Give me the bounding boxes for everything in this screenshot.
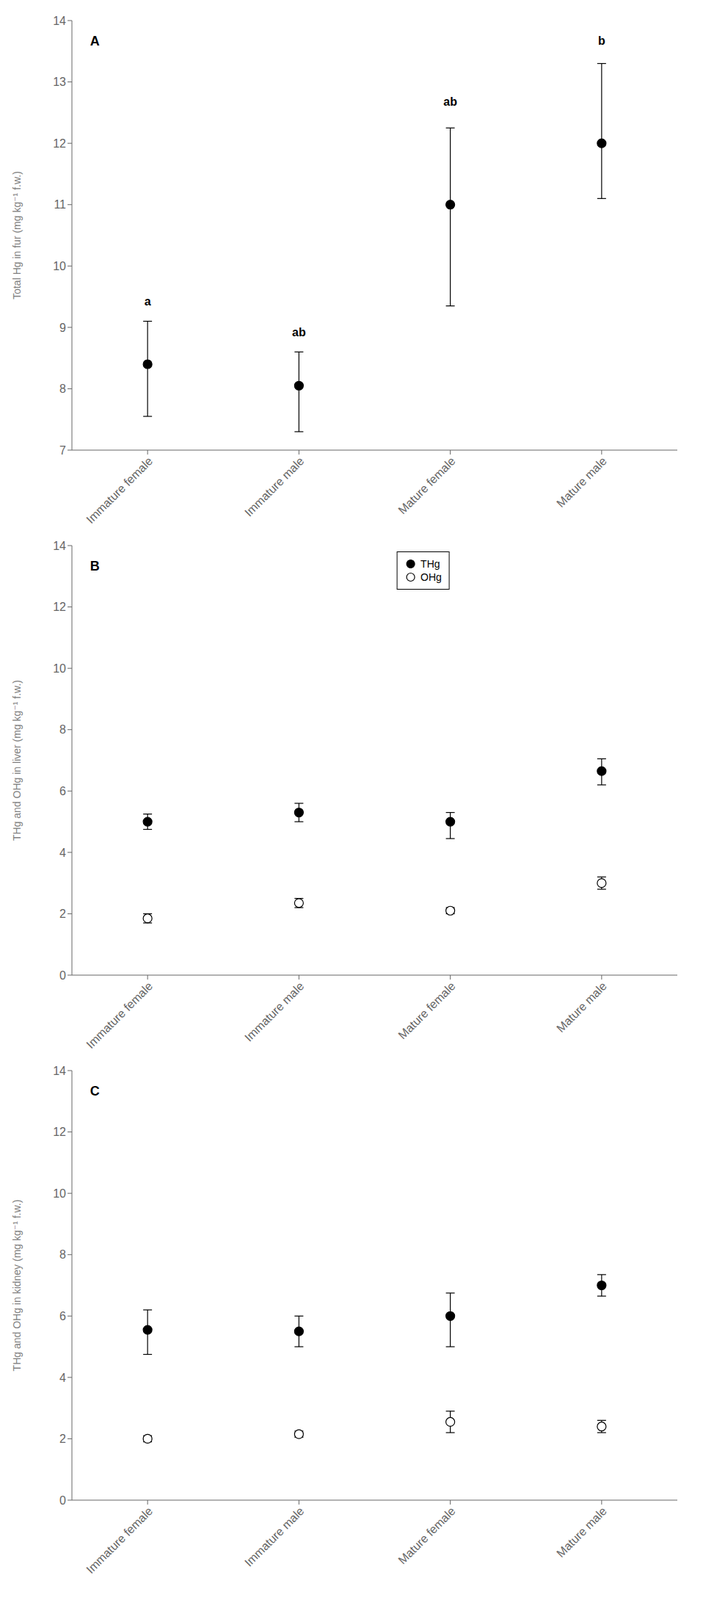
svg-text:6: 6 — [59, 784, 67, 797]
svg-text:Immature male: Immature male — [242, 978, 307, 1044]
svg-text:ab: ab — [443, 95, 458, 108]
svg-text:THg and OHg in liver (mg kg⁻¹: THg and OHg in liver (mg kg⁻¹ f.w.) — [11, 679, 23, 841]
svg-text:Mature female: Mature female — [395, 978, 458, 1041]
svg-text:10: 10 — [52, 259, 67, 273]
svg-text:10: 10 — [52, 661, 67, 675]
svg-text:4: 4 — [59, 1370, 67, 1384]
svg-text:Immature male: Immature male — [242, 454, 307, 519]
svg-text:a: a — [144, 294, 152, 308]
svg-text:Mature female: Mature female — [395, 454, 458, 516]
svg-text:2: 2 — [59, 907, 67, 920]
svg-text:12: 12 — [52, 600, 67, 613]
svg-text:12: 12 — [52, 137, 67, 150]
svg-text:8: 8 — [59, 1247, 67, 1260]
html-text:C: C — [90, 1082, 100, 1098]
svg-text:14: 14 — [52, 539, 67, 552]
svg-text:14: 14 — [52, 1064, 67, 1077]
svg-text:Mature male: Mature male — [554, 1503, 610, 1559]
svg-text:10: 10 — [52, 1186, 67, 1200]
svg-text:2: 2 — [59, 1431, 67, 1445]
svg-text:Immature female: Immature female — [83, 454, 155, 526]
svg-text:Immature male: Immature male — [242, 1503, 307, 1569]
html-text:A: A — [90, 33, 100, 49]
svg-text:0: 0 — [59, 1493, 67, 1506]
svg-text:ab: ab — [292, 325, 307, 339]
svg-text:THg and OHg in kidney (mg kg⁻¹: THg and OHg in kidney (mg kg⁻¹ f.w.) — [11, 1199, 23, 1371]
svg-text:12: 12 — [52, 1124, 67, 1138]
svg-text:6: 6 — [59, 1309, 67, 1322]
svg-text:Immature female: Immature female — [83, 978, 155, 1051]
svg-text:Total Hg in fur (mg kg⁻¹ f.w.): Total Hg in fur (mg kg⁻¹ f.w.) — [11, 170, 23, 300]
svg-text:4: 4 — [59, 846, 67, 859]
svg-text:Mature male: Mature male — [554, 454, 610, 510]
svg-text:14: 14 — [52, 14, 67, 28]
svg-text:13: 13 — [52, 75, 67, 89]
svg-text:8: 8 — [59, 722, 67, 736]
svg-text:Immature female: Immature female — [83, 1503, 155, 1575]
html-text:B: B — [90, 558, 100, 573]
html-text:OHg: OHg — [420, 570, 442, 583]
svg-text:7: 7 — [59, 443, 67, 457]
svg-text:9: 9 — [59, 321, 67, 334]
svg-text:8: 8 — [59, 382, 67, 395]
svg-text:b: b — [598, 34, 606, 47]
html-text:THg: THg — [420, 557, 440, 570]
svg-text:Mature male: Mature male — [554, 978, 610, 1034]
svg-text:11: 11 — [53, 198, 67, 211]
svg-text:0: 0 — [59, 968, 67, 982]
svg-text:Mature female: Mature female — [395, 1503, 458, 1566]
